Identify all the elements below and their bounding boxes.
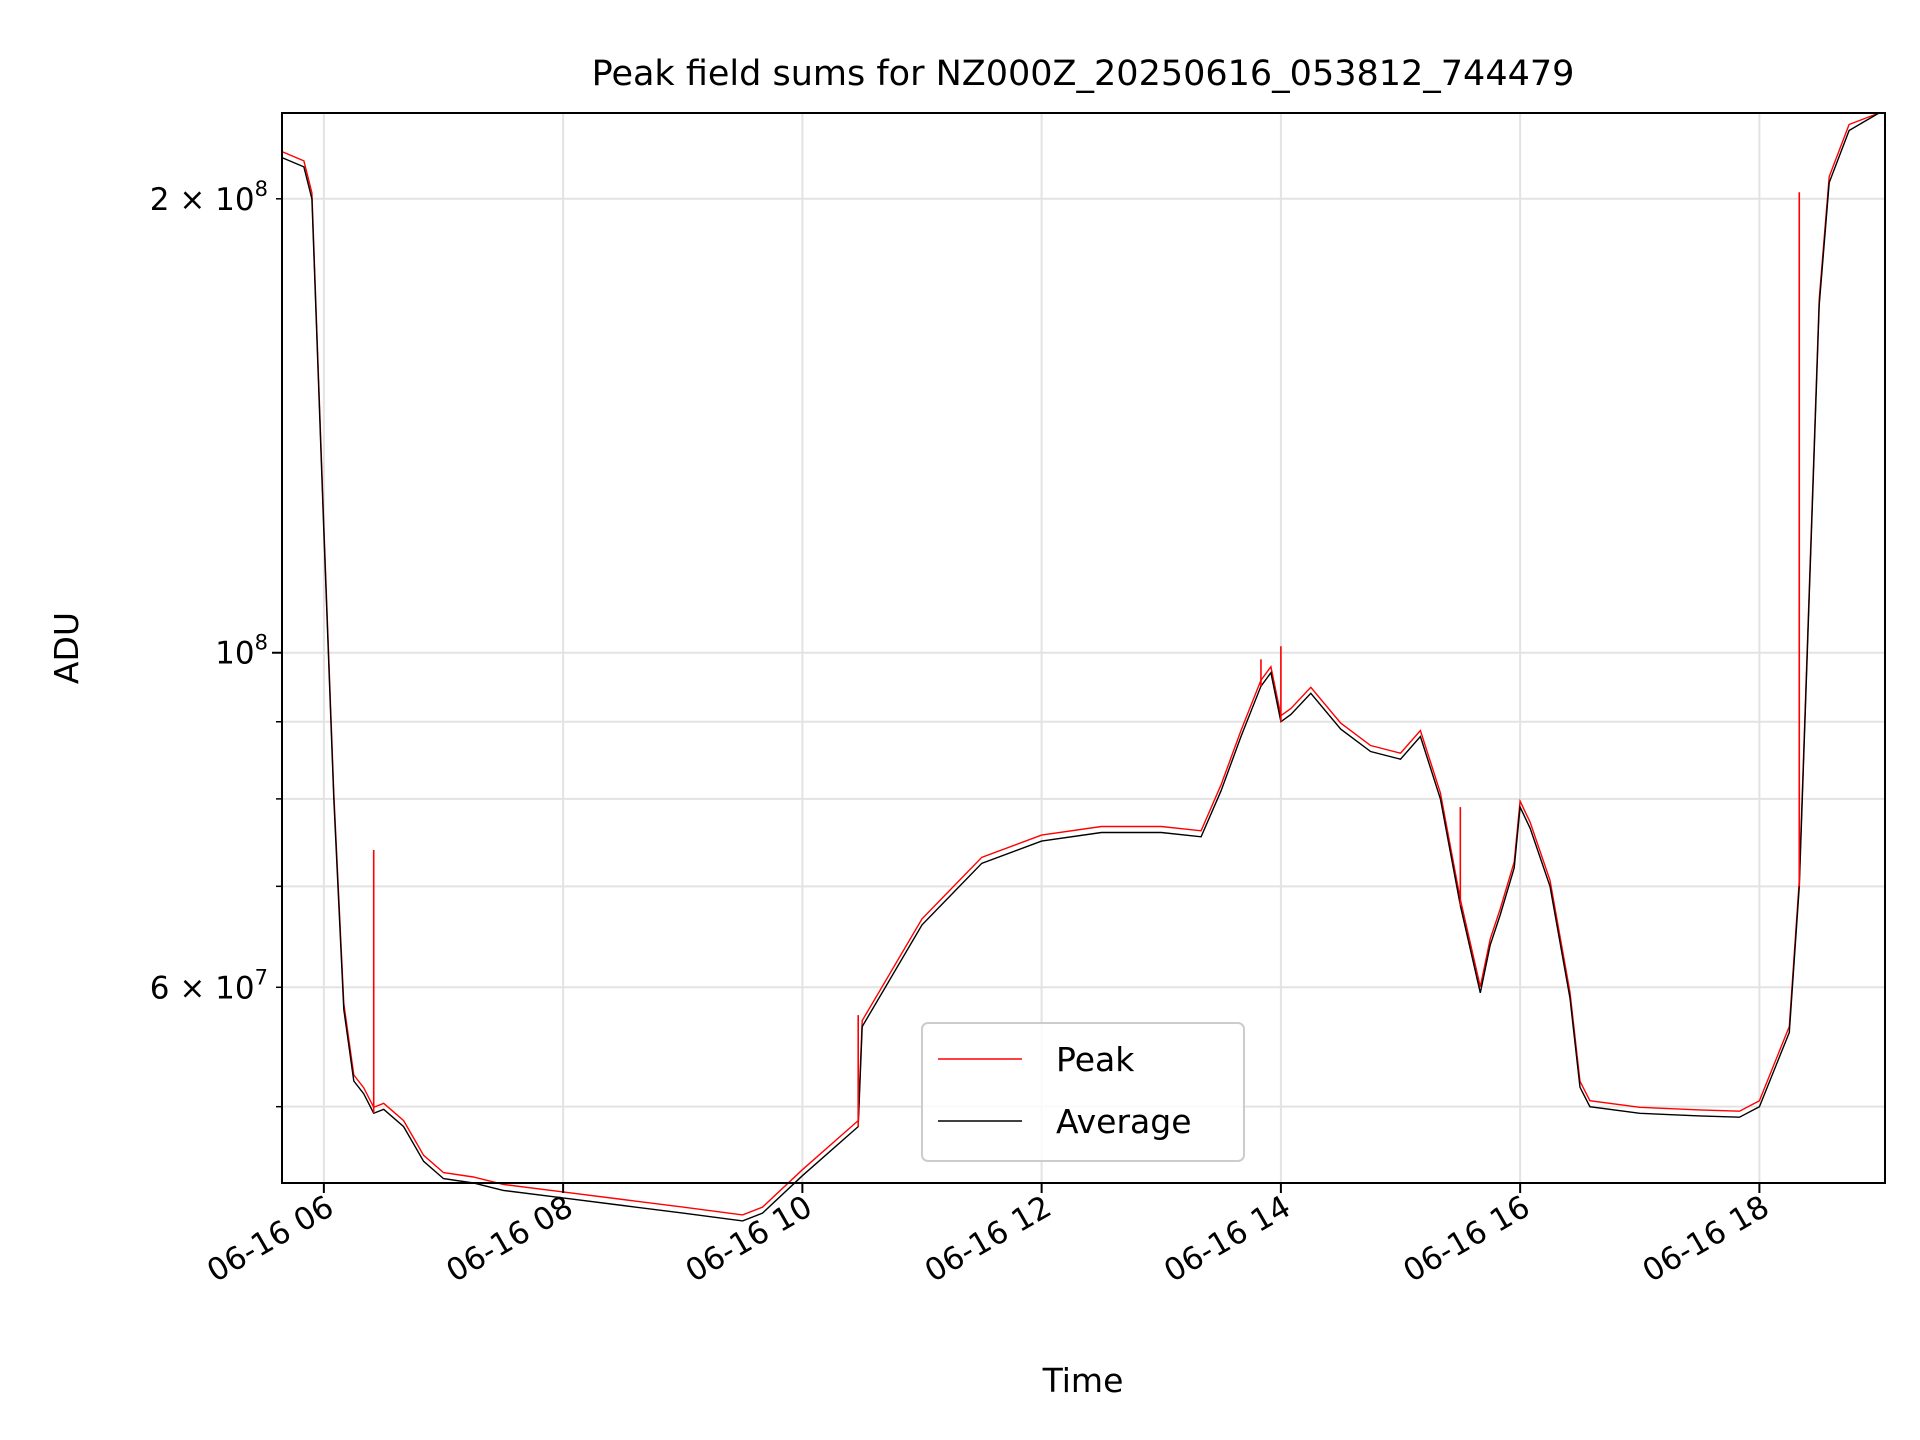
legend: Peak Average	[921, 1022, 1245, 1162]
legend-label-peak: Peak	[1056, 1040, 1135, 1079]
series-line-average	[281, 112, 1880, 1222]
chart-title: Peak field sums for NZ000Z_20250616_0538…	[592, 54, 1575, 94]
plot-lines	[281, 112, 1880, 1222]
grid	[282, 113, 1885, 1183]
legend-label-average: Average	[1056, 1102, 1192, 1141]
legend-box	[921, 1022, 1245, 1162]
y-tick-label: 108	[215, 631, 268, 672]
y-tick-label: 6 × 107	[150, 965, 268, 1006]
series-line-peak	[281, 112, 1880, 1216]
y-axis-ticks: 108 6 × 107 2 × 108	[150, 177, 282, 1108]
y-axis-label: ADU	[47, 612, 86, 684]
y-tick-label: 2 × 108	[150, 177, 268, 218]
plot-frame	[281, 112, 1886, 1184]
x-axis-label: Time	[1042, 1361, 1124, 1400]
